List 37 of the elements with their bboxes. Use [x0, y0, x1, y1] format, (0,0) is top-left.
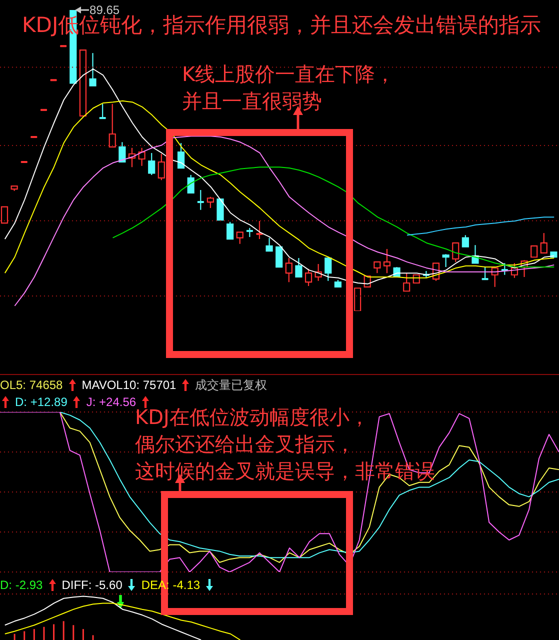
candlestick	[403, 272, 410, 292]
candlestick	[158, 153, 165, 181]
candlestick	[540, 232, 548, 254]
candlestick	[177, 142, 185, 169]
candlestick	[276, 246, 283, 268]
candlestick	[266, 237, 273, 252]
candlestick	[79, 49, 87, 116]
candlestick	[383, 248, 391, 274]
candlestick	[530, 245, 538, 258]
candlestick	[442, 254, 450, 268]
candlestick	[128, 147, 136, 168]
candlestick	[314, 263, 322, 282]
candlestick	[138, 147, 146, 166]
text: MAVOL10: 75701	[82, 378, 176, 392]
annotation: K线上股价一直在下降，并且一直很弱势	[182, 62, 396, 113]
candlestick	[148, 152, 156, 176]
candlestick	[89, 52, 96, 86]
candlestick	[0, 206, 8, 224]
candlestick	[491, 267, 498, 288]
candlestick	[412, 274, 420, 284]
candlestick	[99, 103, 106, 120]
text: 成交量已复权	[195, 378, 268, 392]
candlestick	[364, 276, 371, 288]
candlestick	[197, 189, 204, 210]
candlestick	[354, 288, 362, 311]
text: D: -2.93	[0, 578, 43, 592]
text: OL5: 74658	[0, 378, 63, 392]
series-label: DIFF: -5.60	[62, 578, 122, 592]
candlestick	[256, 220, 263, 240]
candlestick	[285, 257, 292, 283]
candlestick	[295, 257, 302, 278]
series-label: D: +12.89	[15, 395, 68, 409]
candlestick	[520, 260, 528, 278]
candlestick	[216, 198, 224, 221]
candlestick	[108, 103, 116, 148]
candlestick	[482, 266, 488, 280]
text: J: +24.56	[86, 395, 136, 409]
